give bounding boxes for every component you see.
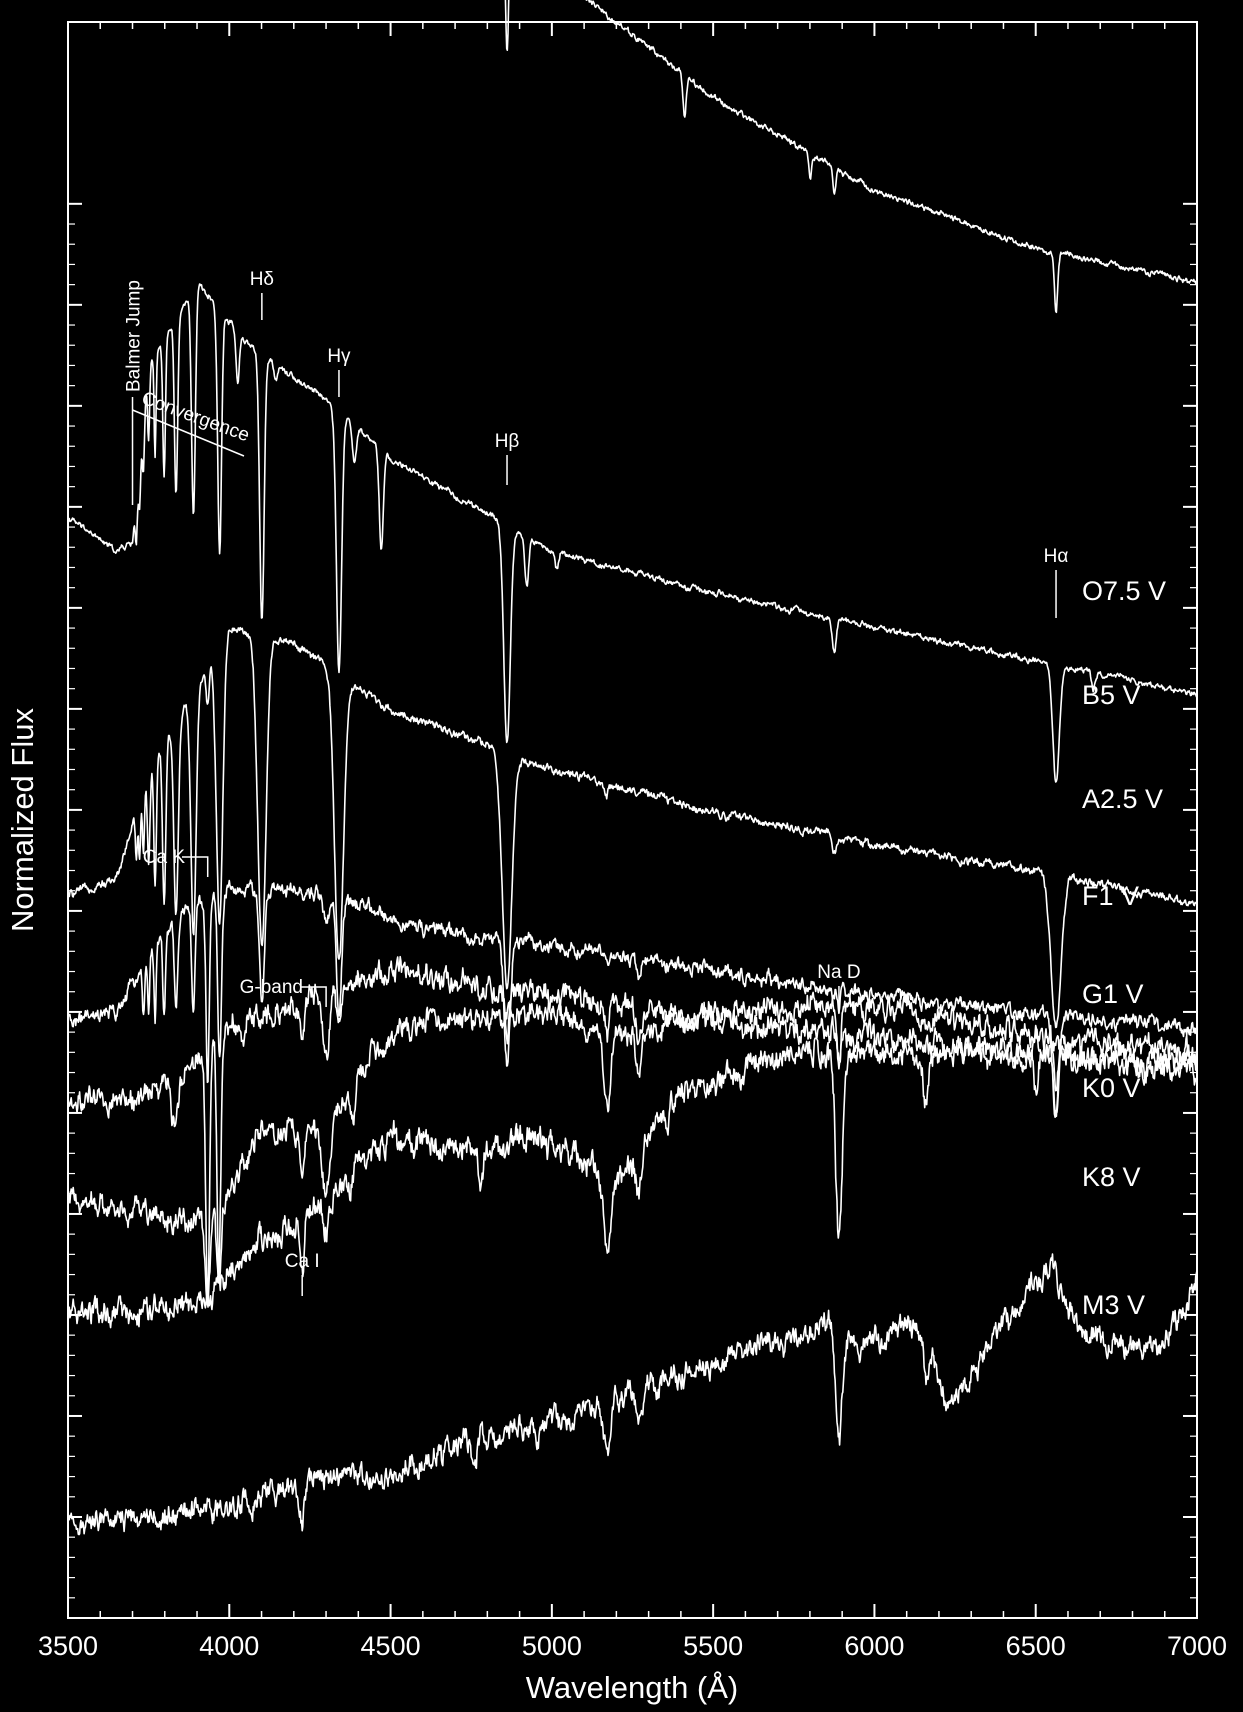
x-tick-label: 4000 [199,1631,259,1661]
spectrum-line [67,1253,1198,1536]
annotation-label: Balmer Jump [124,280,145,392]
spectral-class-label: G1 V [1082,979,1144,1009]
spectrum-line [67,626,1198,1029]
x-tick-label: 7000 [1167,1631,1227,1661]
spectrum-line [67,879,1198,1118]
annotation-label: Ca I [285,1251,320,1272]
x-tick-label: 6000 [844,1631,904,1661]
spectrum-line [67,283,1198,783]
spectral-class-labels: O7.5 V B5 V A2.5 V F1 V G1 V K0 V K8 V M3 V [1082,576,1166,1320]
x-tick-label: 5000 [522,1631,582,1661]
ca-k-bracket [182,856,209,877]
x-tick-label: 4500 [361,1631,421,1661]
spectral-class-label: B5 V [1082,680,1141,710]
g-band-bracket [300,986,327,1007]
annotation-label: Hδ [250,269,274,290]
spectral-class-label: K8 V [1082,1162,1141,1192]
axis-ticks [67,22,1198,1618]
spectra-lines [67,0,1198,1536]
annotation-label: G-band [240,977,303,998]
annotation-label: Hβ [495,431,520,452]
x-tick-labels: 3500 4000 4500 5000 5500 6000 6500 7000 [38,1631,1227,1661]
x-axis-label: Wavelength (Å) [526,1670,739,1705]
annotation-label: Hγ [327,346,351,367]
spectrum-line [67,1033,1198,1329]
annotation-label: Na D [817,962,860,983]
spectral-class-label: O7.5 V [1082,576,1166,606]
annotation-label: Hα [1044,546,1069,567]
spectrum-line [67,991,1198,1308]
spectral-class-label: A2.5 V [1082,784,1163,814]
spectral-class-label: F1 V [1082,881,1139,911]
spectrum-line [67,955,1198,1306]
spectral-class-label: M3 V [1082,1290,1145,1320]
plot-frame [67,21,1198,1619]
x-tick-label: 5500 [683,1631,743,1661]
spectral-class-label: K0 V [1082,1073,1141,1103]
x-tick-label: 6500 [1006,1631,1066,1661]
x-tick-label: 3500 [38,1631,98,1661]
annotation-label: Ca K [143,847,186,868]
spectrum-line [504,0,1198,314]
convergence-bracket [132,409,245,457]
y-axis-label: Normalized Flux [5,708,40,932]
